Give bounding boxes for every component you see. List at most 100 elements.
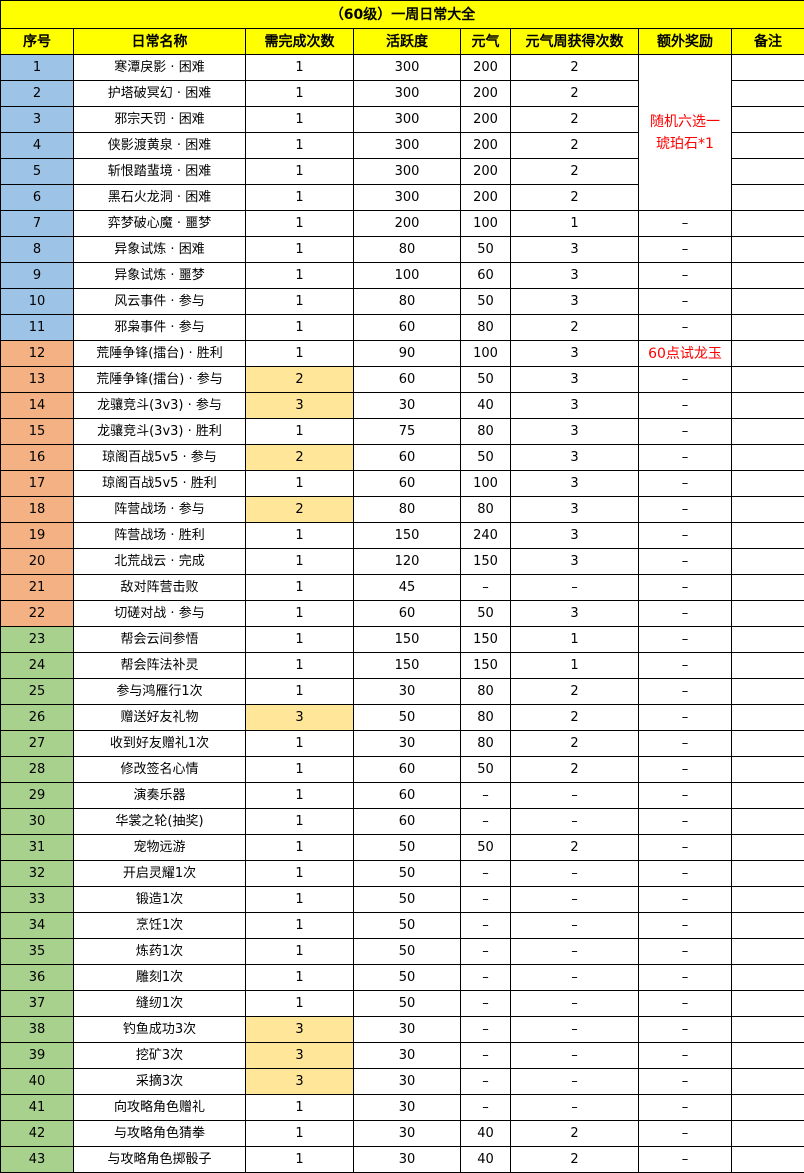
weekly-count-cell: – xyxy=(511,1069,639,1095)
row-number-cell: 40 xyxy=(1,1069,74,1095)
yuanqi-cell: – xyxy=(461,1069,511,1095)
header-yuanqi: 元气 xyxy=(461,29,511,55)
row-number-cell: 17 xyxy=(1,471,74,497)
activity-cell: 30 xyxy=(354,679,461,705)
required-times-cell: 1 xyxy=(246,939,354,965)
yuanqi-cell: 50 xyxy=(461,601,511,627)
activity-cell: 60 xyxy=(354,315,461,341)
header-row: 序号 日常名称 需完成次数 活跃度 元气 元气周获得次数 额外奖励 备注 xyxy=(1,29,804,55)
required-times-cell: 1 xyxy=(246,523,354,549)
weekly-count-cell: – xyxy=(511,575,639,601)
header-note: 备注 xyxy=(732,29,804,55)
task-name-cell: 锻造1次 xyxy=(74,887,246,913)
row-number-cell: 5 xyxy=(1,159,74,185)
yuanqi-cell: – xyxy=(461,783,511,809)
task-name-cell: 帮会阵法补灵 xyxy=(74,653,246,679)
note-cell xyxy=(732,653,804,679)
weekly-count-cell: 2 xyxy=(511,1147,639,1173)
yuanqi-cell: 60 xyxy=(461,263,511,289)
activity-cell: 80 xyxy=(354,237,461,263)
reward-cell: – xyxy=(639,1121,732,1147)
task-name-cell: 邪枭事件 · 参与 xyxy=(74,315,246,341)
task-name-cell: 收到好友赠礼1次 xyxy=(74,731,246,757)
reward-cell: – xyxy=(639,991,732,1017)
yuanqi-cell: 100 xyxy=(461,471,511,497)
task-name-cell: 琼阁百战5v5 · 参与 xyxy=(74,445,246,471)
weekly-count-cell: 3 xyxy=(511,523,639,549)
task-name-cell: 荒陲争锋(擂台) · 胜利 xyxy=(74,341,246,367)
reward-cell: – xyxy=(639,705,732,731)
reward-cell: – xyxy=(639,315,732,341)
task-name-cell: 赠送好友礼物 xyxy=(74,705,246,731)
reward-cell: – xyxy=(639,471,732,497)
yuanqi-cell: 150 xyxy=(461,549,511,575)
activity-cell: 30 xyxy=(354,1095,461,1121)
yuanqi-cell: 40 xyxy=(461,1121,511,1147)
activity-cell: 30 xyxy=(354,393,461,419)
note-cell xyxy=(732,1043,804,1069)
activity-cell: 60 xyxy=(354,367,461,393)
row-number-cell: 13 xyxy=(1,367,74,393)
activity-cell: 50 xyxy=(354,887,461,913)
note-cell xyxy=(732,211,804,237)
activity-cell: 50 xyxy=(354,861,461,887)
activity-cell: 60 xyxy=(354,783,461,809)
required-times-cell: 1 xyxy=(246,809,354,835)
row-number-cell: 11 xyxy=(1,315,74,341)
required-times-cell: 1 xyxy=(246,211,354,237)
row-number-cell: 38 xyxy=(1,1017,74,1043)
weekly-count-cell: 2 xyxy=(511,315,639,341)
row-number-cell: 1 xyxy=(1,55,74,81)
task-name-cell: 钓鱼成功3次 xyxy=(74,1017,246,1043)
activity-cell: 50 xyxy=(354,965,461,991)
task-name-cell: 阵营战场 · 参与 xyxy=(74,497,246,523)
note-cell xyxy=(732,159,804,185)
reward-cell: – xyxy=(639,601,732,627)
task-name-cell: 挖矿3次 xyxy=(74,1043,246,1069)
reward-cell: – xyxy=(639,835,732,861)
task-name-cell: 参与鸿雁行1次 xyxy=(74,679,246,705)
reward-cell: – xyxy=(639,653,732,679)
note-cell xyxy=(732,445,804,471)
yuanqi-cell: – xyxy=(461,939,511,965)
header-weekly: 元气周获得次数 xyxy=(511,29,639,55)
yuanqi-cell: 50 xyxy=(461,835,511,861)
note-cell xyxy=(732,731,804,757)
weekly-count-cell: 3 xyxy=(511,367,639,393)
yuanqi-cell: – xyxy=(461,991,511,1017)
required-times-cell: 1 xyxy=(246,601,354,627)
note-cell xyxy=(732,393,804,419)
required-times-cell: 1 xyxy=(246,731,354,757)
reward-cell: – xyxy=(639,679,732,705)
note-cell xyxy=(732,81,804,107)
row-number-cell: 8 xyxy=(1,237,74,263)
activity-cell: 90 xyxy=(354,341,461,367)
note-cell xyxy=(732,991,804,1017)
required-times-cell: 3 xyxy=(246,1069,354,1095)
weekly-count-cell: 3 xyxy=(511,497,639,523)
note-cell xyxy=(732,939,804,965)
weekly-count-cell: – xyxy=(511,783,639,809)
activity-cell: 300 xyxy=(354,133,461,159)
reward-cell: – xyxy=(639,783,732,809)
yuanqi-cell: 150 xyxy=(461,653,511,679)
task-name-cell: 龙骧竞斗(3v3) · 参与 xyxy=(74,393,246,419)
yuanqi-cell: – xyxy=(461,1043,511,1069)
yuanqi-cell: – xyxy=(461,1095,511,1121)
activity-cell: 30 xyxy=(354,731,461,757)
task-name-cell: 敌对阵营击败 xyxy=(74,575,246,601)
reward-cell: – xyxy=(639,549,732,575)
activity-cell: 80 xyxy=(354,289,461,315)
note-cell xyxy=(732,601,804,627)
